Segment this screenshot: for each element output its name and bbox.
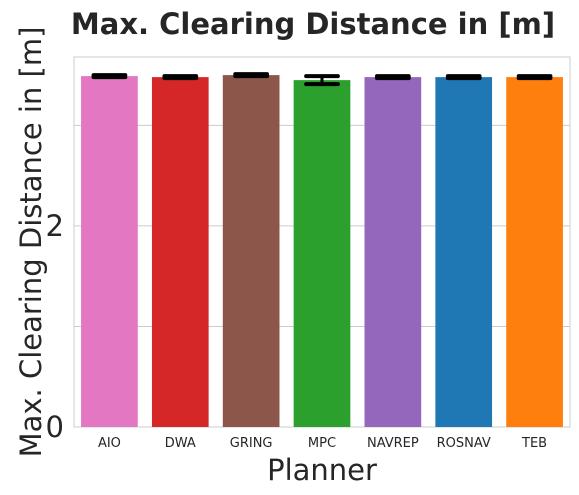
bar-rosnav	[435, 77, 493, 427]
chart-title: Max. Clearing Distance in [m]	[71, 7, 555, 41]
x-axis-label: Planner	[267, 453, 377, 487]
x-tick-label: MPC	[308, 436, 336, 451]
bar-aio	[81, 76, 138, 427]
bar-gring	[222, 75, 280, 427]
x-tick-label: TEB	[521, 436, 547, 451]
error-bar-dwa	[162, 74, 199, 81]
error-bars	[91, 72, 553, 87]
x-tick-label: GRING	[230, 436, 273, 451]
error-bar-mpc	[304, 74, 340, 87]
bar-mpc	[293, 80, 351, 427]
y-tick-label: 0	[46, 410, 64, 444]
x-tick-labels: AIO DWA GRING MPC NAVREP ROSNAV TEB	[98, 436, 547, 451]
y-axis-label: Max. Clearing Distance in [m]	[14, 27, 48, 458]
error-bar-teb	[516, 74, 553, 81]
bar-dwa	[151, 77, 209, 427]
x-tick-label: AIO	[98, 436, 121, 451]
y-tick-labels: 02	[46, 209, 64, 444]
bars	[81, 75, 563, 427]
error-bar-gring	[233, 72, 270, 79]
bar-navrep	[364, 77, 422, 427]
bar-teb	[506, 77, 563, 427]
error-bar-aio	[91, 73, 128, 80]
x-tick-label: DWA	[165, 436, 196, 451]
x-tick-label: NAVREP	[367, 436, 419, 451]
x-tick-label: ROSNAV	[437, 436, 491, 451]
error-bar-navrep	[374, 74, 411, 81]
y-tick-label: 2	[46, 209, 64, 243]
error-bar-rosnav	[445, 74, 482, 81]
